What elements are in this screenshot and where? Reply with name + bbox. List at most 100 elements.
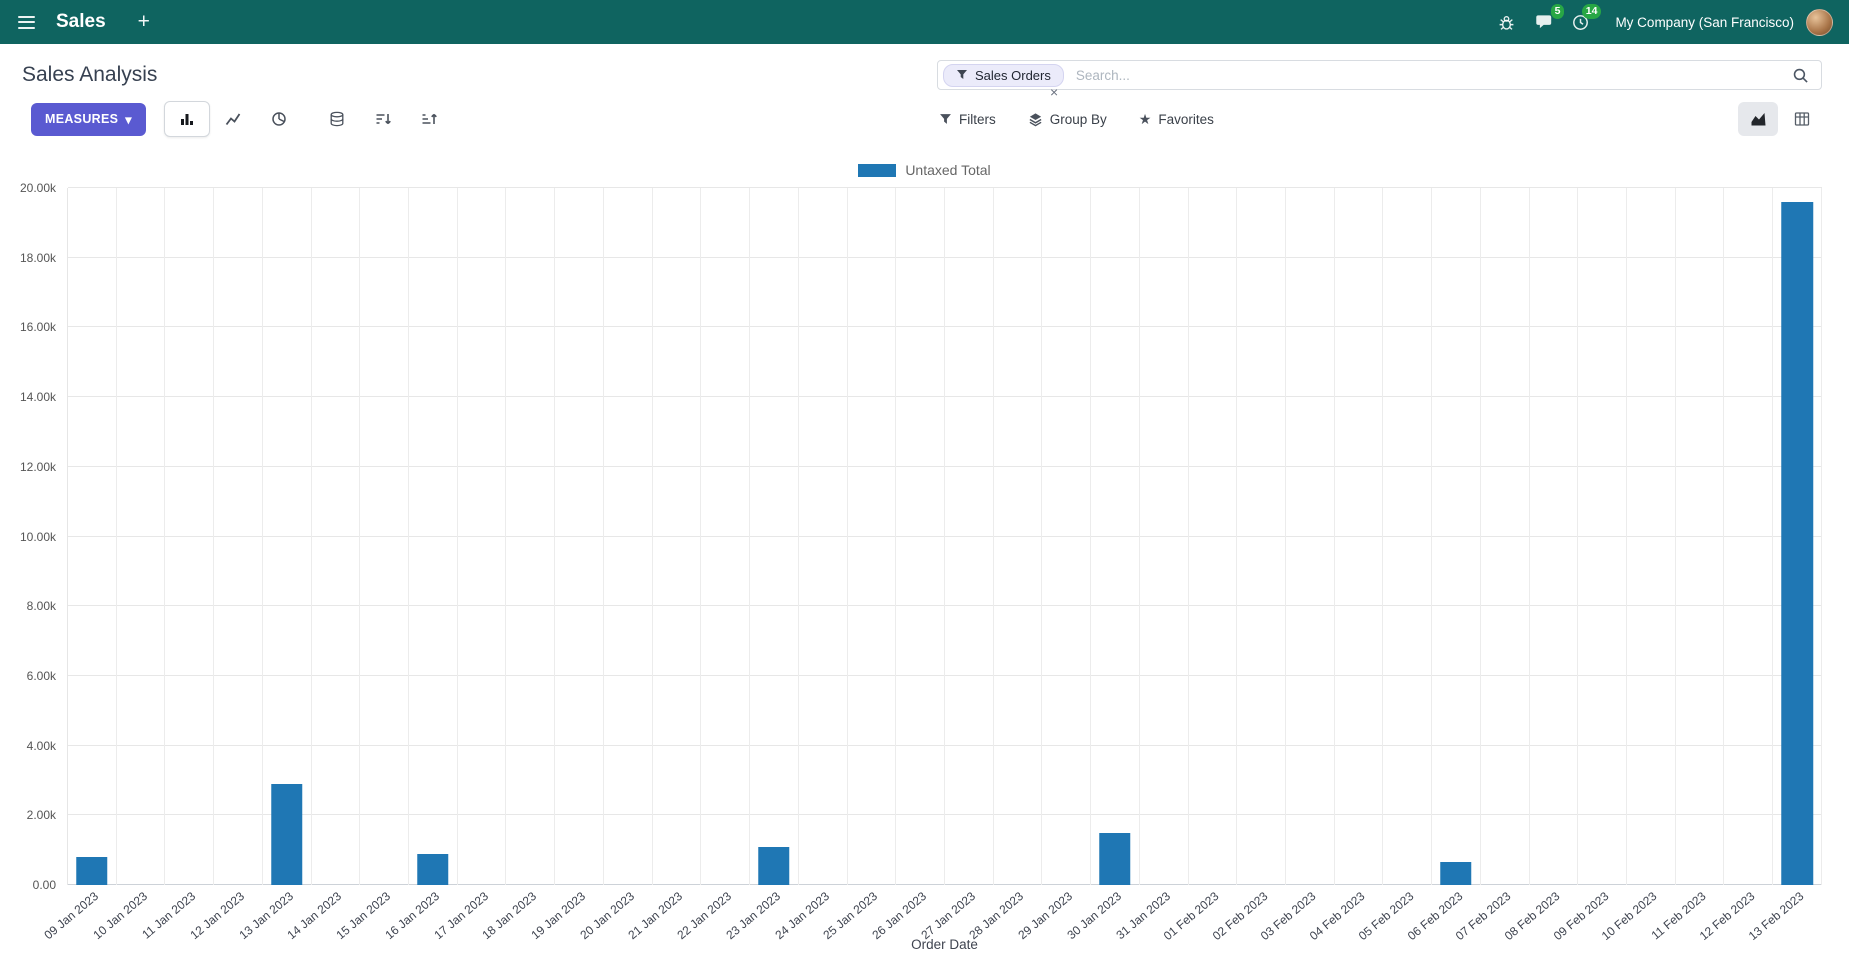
pie-chart-button[interactable] — [256, 101, 302, 137]
chevron-down-icon: ▾ — [125, 112, 132, 127]
y-axis-tick-label: 20.00k — [19, 181, 56, 195]
bar-30-jan-2023[interactable] — [1099, 832, 1131, 885]
legend-swatch — [858, 163, 897, 177]
activities-clock-icon[interactable]: 14 — [1562, 0, 1602, 44]
bar-06-feb-2023[interactable] — [1440, 862, 1472, 885]
chart-column: 01 Feb 2023 — [1161, 188, 1238, 943]
chart-column: 02 Feb 2023 — [1209, 188, 1286, 943]
chart-column: 16 Jan 2023 — [382, 188, 458, 942]
y-axis-tick-label: 12.00k — [19, 459, 56, 474]
apps-menu-icon[interactable] — [14, 0, 50, 44]
sort-ascending-icon — [422, 113, 437, 124]
chart-column: 17 Jan 2023 — [431, 188, 507, 942]
plot-outer: 0.00 2.00k 4.00k 6.00k 8.00k 10.00k 12.00k 14.0… — [0, 181, 1849, 943]
plot-area: 09 Jan 2023 10 Jan 2023 11 Jan 2023 12 Jan … — [41, 187, 1822, 943]
x-axis-title: Order Date — [911, 937, 978, 952]
chart-type-switcher — [163, 101, 302, 137]
pivot-view-button[interactable] — [1782, 102, 1822, 136]
user-avatar[interactable] — [1806, 8, 1833, 36]
chart-column: 09 Jan 2023 — [41, 188, 117, 942]
search-facet-sales-orders[interactable]: Sales Orders — [943, 63, 1064, 87]
chart-column: 09 Feb 2023 — [1551, 188, 1627, 943]
chart-column: 24 Jan 2023 — [772, 188, 848, 942]
bar-16-jan-2023[interactable] — [417, 853, 449, 885]
chart-column: 30 Jan 2023 — [1064, 188, 1140, 942]
group-by-label: Group By — [1049, 111, 1107, 127]
chart-column: 14 Jan 2023 — [285, 188, 361, 942]
filters-funnel-icon — [940, 113, 951, 124]
chart-column: 19 Jan 2023 — [528, 188, 604, 942]
chart-column: 25 Jan 2023 — [821, 188, 897, 942]
y-axis-labels: 0.00 2.00k 4.00k 6.00k 8.00k 10.00k 12.00k 14.0… — [0, 181, 62, 892]
page-title: Sales Analysis — [22, 63, 158, 86]
bar-23-jan-2023[interactable] — [758, 846, 790, 885]
search-options: Filters Group By ★ Favorites — [937, 108, 1216, 131]
chart-column: 12 Feb 2023 — [1697, 188, 1774, 943]
control-panel: Sales Analysis Sales Orders × MEASURES ▾ — [0, 56, 1849, 142]
chart-column: 22 Jan 2023 — [675, 188, 751, 942]
chart-column: 08 Feb 2023 — [1502, 188, 1579, 943]
y-axis-tick-label: 4.00k — [26, 738, 56, 753]
chart-column: 13 Feb 2023 — [1745, 188, 1822, 943]
group-by-button[interactable]: Group By — [1026, 108, 1109, 131]
line-chart-button[interactable] — [210, 101, 256, 137]
breadcrumb-row: Sales Analysis Sales Orders × — [22, 56, 1822, 99]
chart-column: 21 Jan 2023 — [626, 188, 702, 942]
pie-chart-icon — [272, 112, 286, 126]
company-switcher[interactable]: My Company (San Francisco) — [1599, 15, 1806, 30]
navbar-right: 5 14 My Company (San Francisco) — [1488, 0, 1835, 44]
measures-button[interactable]: MEASURES ▾ — [31, 102, 146, 136]
facet-remove-icon[interactable]: × — [1050, 84, 1059, 100]
bar-13-feb-2023[interactable] — [1781, 201, 1813, 885]
chart-column: 10 Jan 2023 — [90, 188, 166, 942]
chart-column: 29 Jan 2023 — [1016, 188, 1092, 942]
chart-area: Untaxed Total 0.00 2.00k 4.00k 6.00k 8.00k 10… — [0, 140, 1849, 958]
y-axis-tick-label: 2.00k — [26, 808, 56, 823]
activities-badge: 14 — [1581, 4, 1602, 19]
y-axis-tick-label: 0.00 — [32, 878, 56, 892]
star-icon: ★ — [1138, 111, 1152, 127]
bar-13-jan-2023[interactable] — [270, 783, 303, 885]
layers-icon — [1029, 112, 1042, 126]
bar-chart-button[interactable] — [163, 101, 210, 137]
chart-column: 31 Jan 2023 — [1113, 188, 1189, 942]
chart-column: 04 Feb 2023 — [1307, 188, 1384, 943]
chart-column: 03 Feb 2023 — [1258, 188, 1335, 943]
measures-label: MEASURES — [45, 112, 119, 126]
search-icon[interactable] — [1790, 67, 1811, 84]
chart-column: 27 Jan 2023 — [918, 188, 994, 942]
chart-column: 06 Feb 2023 — [1404, 188, 1481, 943]
line-chart-icon — [225, 113, 241, 126]
graph-view-button[interactable] — [1738, 102, 1778, 136]
filter-funnel-icon — [957, 70, 967, 79]
chart-column: 11 Jan 2023 — [139, 188, 215, 942]
y-axis-tick-label: 16.00k — [19, 320, 56, 335]
chart-column: 12 Jan 2023 — [187, 188, 263, 942]
sort-descending-button[interactable] — [360, 101, 406, 137]
favorites-button[interactable]: ★ Favorites — [1137, 108, 1216, 131]
search-bar[interactable]: Sales Orders × — [937, 60, 1822, 99]
view-switcher — [1738, 102, 1822, 136]
sort-descending-icon — [376, 114, 391, 125]
y-axis-tick-label: 18.00k — [19, 250, 56, 265]
search-input[interactable] — [1073, 66, 1780, 84]
navbar-left: Sales + — [14, 0, 158, 44]
toolbar-row: MEASURES ▾ — [22, 96, 1822, 142]
legend-label: Untaxed Total — [905, 162, 991, 178]
top-navbar: Sales + 5 14 My Company (San Francisco) — [0, 0, 1849, 44]
bar-09-jan-2023[interactable] — [76, 857, 108, 885]
chart-legend[interactable]: Untaxed Total — [0, 162, 1849, 178]
chart-column: 26 Jan 2023 — [869, 188, 945, 942]
sort-ascending-button[interactable] — [406, 101, 452, 137]
filters-button[interactable]: Filters — [937, 108, 998, 131]
stacked-toggle-button[interactable] — [314, 101, 360, 137]
messages-icon[interactable]: 5 — [1525, 0, 1565, 44]
app-name[interactable]: Sales — [56, 11, 106, 32]
bar-chart-icon — [180, 114, 193, 125]
stacked-icon — [330, 111, 344, 127]
favorites-label: Favorites — [1158, 111, 1214, 127]
plus-icon[interactable]: + — [130, 8, 158, 36]
chart-column: 10 Feb 2023 — [1599, 188, 1676, 943]
debug-icon[interactable] — [1488, 0, 1525, 44]
filters-label: Filters — [959, 111, 996, 127]
